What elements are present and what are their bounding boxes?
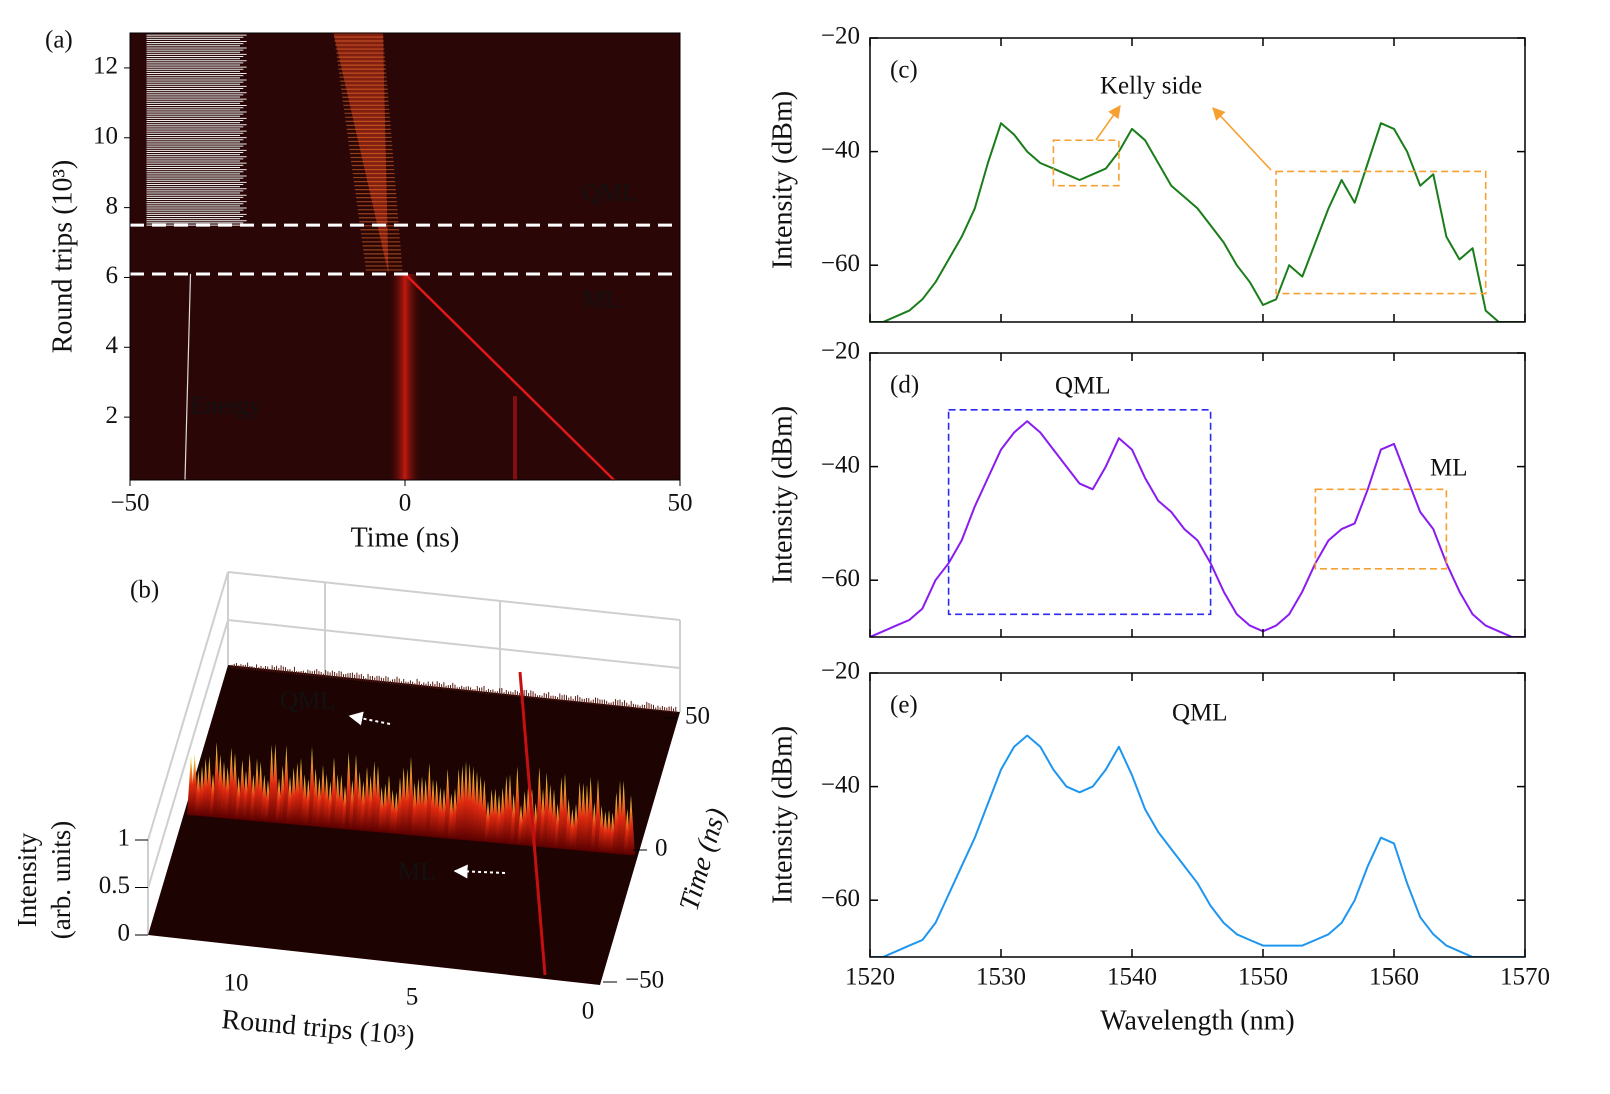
x-tick-label: 0	[399, 490, 412, 517]
annotation: QML	[1172, 700, 1228, 727]
y-tick-label: 0	[655, 835, 668, 862]
x-tick-label: 1560	[1369, 964, 1419, 991]
box-line	[227, 571, 681, 621]
y-axis-label: Intensity (dBm)	[767, 91, 798, 269]
panel-label: (e)	[890, 692, 918, 719]
y-axis-label: Intensity (dBm)	[767, 726, 798, 904]
annotation: Energy	[190, 393, 262, 420]
arrow	[453, 864, 506, 879]
spike	[627, 795, 635, 855]
plot-frame	[869, 37, 1526, 323]
annotation: QML	[280, 688, 336, 715]
y-tick-label: −60	[821, 250, 860, 277]
x-tick-label: −50	[110, 490, 149, 517]
annotation: QML	[582, 180, 638, 207]
y-tick-label: −40	[821, 451, 860, 478]
y-tick-label: −20	[821, 338, 860, 365]
annotation: ML	[582, 287, 620, 314]
y-tick-label: 8	[106, 192, 119, 219]
highlight-box	[1314, 488, 1448, 570]
y-tick-label: 4	[106, 332, 119, 359]
x-tick-label: 1540	[1107, 964, 1157, 991]
y-tick-label: 10	[93, 123, 118, 150]
y-tick-label: −50	[625, 967, 664, 994]
ml-trace	[404, 273, 615, 481]
energy-trace	[184, 273, 192, 481]
y-tick-label: 50	[685, 703, 710, 730]
y-axis-label: Intensity (dBm)	[767, 406, 798, 584]
y-axis-label: Time (ns)	[674, 805, 733, 914]
y-tick-label: 12	[93, 53, 118, 80]
y-tick-label: 6	[106, 262, 119, 289]
z-tick-label: 0	[118, 920, 131, 947]
annotation: QML	[1055, 373, 1111, 400]
plot-frame	[869, 352, 1526, 638]
y-tick-label: −60	[821, 885, 860, 912]
x-tick-label: 1550	[1238, 964, 1288, 991]
y-tick-label: 2	[106, 402, 119, 429]
panel-label: (b)	[130, 577, 159, 604]
y-tick-label: −40	[821, 771, 860, 798]
panel-label: (a)	[45, 27, 73, 54]
x-tick-label: 1520	[845, 964, 895, 991]
ml-band	[388, 273, 422, 480]
z-tick-label: 0.5	[99, 872, 130, 899]
y-tick-label: −20	[821, 23, 860, 50]
arrow	[1212, 107, 1272, 171]
y-axis-label: Round trips (10³)	[47, 160, 78, 354]
annotation: ML	[1430, 455, 1468, 482]
x-tick-label: 0	[582, 998, 595, 1025]
y-tick-label: −40	[821, 136, 860, 163]
annotation: ML	[398, 859, 436, 886]
spectrum-line	[870, 420, 1525, 637]
ml-trace	[518, 671, 547, 976]
x-tick-label: 1570	[1500, 964, 1550, 991]
box-line	[147, 571, 229, 841]
y-tick-label: −60	[821, 565, 860, 592]
highlight-box	[947, 408, 1212, 616]
panel-label: (d)	[890, 372, 919, 399]
x-tick-label: 50	[668, 490, 693, 517]
x-tick-label: 5	[406, 984, 419, 1011]
x-axis-label: Wavelength (nm)	[1100, 1005, 1294, 1036]
x-axis-label: Round trips (10³)	[220, 1004, 415, 1052]
box-line	[227, 619, 681, 669]
z-axis-label: (arb. units)	[46, 821, 76, 939]
x-tick-label: 10	[224, 970, 249, 997]
y-tick-label: −20	[821, 658, 860, 685]
box-line	[147, 619, 229, 889]
arrow	[1095, 104, 1121, 141]
spectrum-line	[870, 122, 1525, 322]
plot-frame	[869, 672, 1526, 958]
highlight-box	[1275, 170, 1487, 295]
panel-label: (c)	[890, 57, 918, 84]
x-tick-label: 1530	[976, 964, 1026, 991]
highlight-box	[1052, 139, 1120, 187]
z-axis-label: Intensity	[12, 832, 42, 927]
arrow	[348, 711, 391, 726]
z-tick-label: 1	[118, 825, 131, 852]
spectrum-line	[870, 734, 1525, 957]
x-axis-label: Time (ns)	[351, 522, 460, 553]
annotation: Kelly side	[1100, 73, 1202, 100]
